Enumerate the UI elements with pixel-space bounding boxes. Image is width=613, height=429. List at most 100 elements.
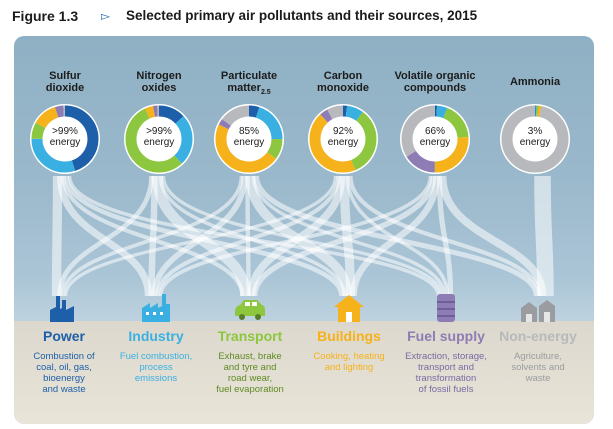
pollutant-title-ammonia: Ammonia — [488, 76, 582, 88]
energy-percent: 66% — [424, 126, 445, 137]
energy-percent: 92% — [332, 126, 353, 137]
source-title-fuel-supply: Fuel supply — [407, 328, 485, 344]
donut-segment-buildings — [401, 105, 469, 173]
house-icon — [334, 295, 364, 322]
donut-segment-non-energy — [501, 105, 569, 173]
figure-arrow-icon[interactable]: ▻ — [101, 9, 111, 23]
source-desc-buildings: Cooking, heating and lighting — [299, 351, 399, 373]
source-title-industry: Industry — [128, 328, 184, 344]
pollutant-name: oxides — [141, 82, 177, 94]
factory-icon — [142, 294, 170, 322]
pollutant-name: compounds — [403, 82, 467, 94]
energy-percent: 3% — [527, 126, 543, 137]
flow-ribbon — [251, 175, 437, 297]
desc-line: Combustion of — [33, 351, 95, 362]
flow-ribbon — [51, 175, 63, 297]
donut-segment-non-energy — [125, 105, 193, 173]
donut-segment-industry — [125, 105, 193, 173]
source-title-buildings: Buildings — [317, 328, 381, 344]
car-icon — [235, 300, 265, 320]
source-title-power: Power — [42, 328, 85, 344]
diagram-panel: Sulfur dioxide Nitrogen oxides Particula… — [14, 36, 594, 424]
desc-line: Agriculture, — [513, 351, 563, 362]
figure-title: Selected primary air pollutants and thei… — [126, 8, 478, 23]
pollutant-name: monoxide — [317, 82, 369, 94]
donut-segment-non-energy — [31, 105, 99, 173]
energy-unit: energy — [143, 137, 175, 148]
figure-label: Figure 1.3 — [12, 8, 79, 24]
flow-ribbon — [57, 175, 154, 297]
donut-center-label: 85% energy — [214, 126, 284, 148]
pollutant-name: Volatile organic — [394, 70, 476, 82]
flow-ribbons — [51, 175, 554, 297]
source-desc-transport: Exhaust, brake and tyre and road wear, f… — [200, 351, 300, 395]
donut-segment-transport — [309, 105, 377, 173]
power-plant-icon — [50, 296, 74, 322]
donut-center-label: >99% energy — [124, 126, 194, 148]
desc-line: Exhaust, brake — [218, 351, 282, 362]
donut-sulfur-dioxide — [30, 104, 100, 174]
donut-segment-industry — [31, 105, 99, 173]
source-title-transport: Transport — [217, 328, 283, 344]
desc-line: Fuel combustion, — [119, 351, 193, 362]
pollutant-name: dioxide — [45, 82, 85, 94]
donut-segment-non-energy — [309, 105, 377, 173]
donut-segment-non-energy — [215, 105, 283, 173]
energy-unit: energy — [519, 137, 551, 148]
donut-segment-industry — [215, 105, 283, 173]
donut-center-label: 66% energy — [400, 126, 470, 148]
donut-center-label: 92% energy — [308, 126, 378, 148]
desc-line: of fossil fuels — [418, 384, 474, 395]
donut-volatile-organic-compounds — [400, 104, 470, 174]
flow-ribbon — [60, 175, 244, 297]
desc-line: Cooking, heating — [313, 351, 385, 362]
flow-ribbon — [350, 175, 440, 297]
flow-ribbon — [158, 175, 433, 297]
desc-line: waste — [525, 373, 551, 384]
farm-barn-icon — [521, 300, 555, 322]
pollutant-name: Sulfur — [49, 70, 81, 82]
source-desc-fuel-supply: Extraction, storage, transport and trans… — [396, 351, 496, 395]
pollutant-name: Ammonia — [509, 76, 561, 88]
desc-line: transport and — [418, 362, 474, 373]
donut-center-label: 3% energy — [500, 126, 570, 148]
donut-particulate-matter — [214, 104, 284, 174]
energy-percent: 85% — [238, 126, 259, 137]
donut-carbon-monoxide — [308, 104, 378, 174]
desc-line: process — [139, 362, 173, 373]
energy-percent: >99% — [52, 126, 78, 137]
energy-unit: energy — [49, 137, 81, 148]
flow-ribbon — [436, 175, 454, 297]
desc-line: transformation — [415, 373, 477, 384]
donut-segment-non-energy — [401, 105, 469, 173]
oil-barrel-icon — [437, 294, 455, 322]
ground-band — [14, 321, 594, 424]
pollutant-name: matter — [227, 82, 261, 94]
donut-segment-buildings — [309, 105, 377, 173]
energy-unit: energy — [419, 137, 451, 148]
pollutant-name: Nitrogen — [136, 70, 182, 82]
source-desc-industry: Fuel combustion, process emissions — [106, 351, 206, 384]
flow-ribbon — [148, 175, 158, 297]
desc-line: and lighting — [324, 362, 374, 373]
pollutant-title-nitrogen-oxides: Nitrogen oxides — [112, 70, 206, 94]
desc-line: bioenergy — [43, 373, 85, 384]
energy-percent: >99% — [146, 126, 172, 137]
desc-line: and tyre and — [223, 362, 277, 373]
desc-line: coal, oil, gas, — [36, 362, 92, 373]
flow-ribbon — [63, 175, 338, 297]
donut-center-label: >99% energy — [30, 126, 100, 148]
pollutant-name: Carbon — [323, 70, 363, 82]
flow-ribbon — [155, 175, 341, 297]
pollutant-title-particulate-matter: Particulate matter2.5 — [202, 70, 296, 99]
donut-ammonia — [500, 104, 570, 174]
pollutant-title-volatile-organic-compounds: Volatile organic compounds — [388, 70, 482, 94]
desc-line: fuel evaporation — [216, 384, 284, 395]
source-desc-power: Combustion of coal, oil, gas, bioenergy … — [14, 351, 114, 395]
pollutant-name: Particulate — [220, 70, 278, 82]
pollutant-title-carbon-monoxide: Carbon monoxide — [296, 70, 390, 94]
donut-segment-transport — [125, 105, 193, 173]
desc-line: and waste — [42, 384, 86, 395]
pollutant-title-sulfur-dioxide: Sulfur dioxide — [18, 70, 112, 94]
donut-nitrogen-oxides — [124, 104, 194, 174]
